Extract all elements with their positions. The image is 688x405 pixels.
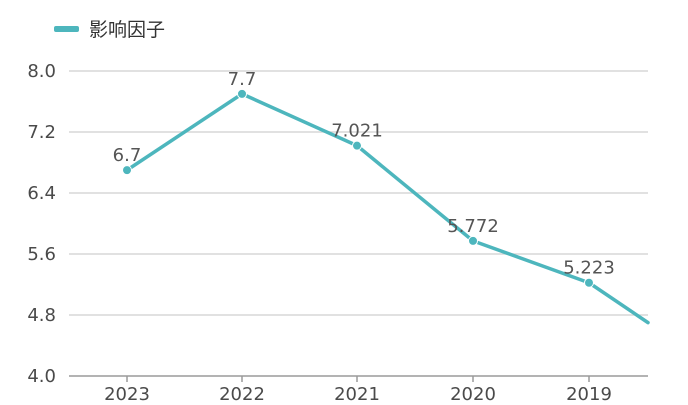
data-point xyxy=(584,277,594,288)
data-point xyxy=(237,88,247,99)
series-line xyxy=(125,92,650,325)
legend-label: 影响因子 xyxy=(89,19,165,41)
axes: 4.0 4.8 5.6 6.4 7.2 8.0 2023 2022 2021 2020 2019 xyxy=(27,61,648,405)
y-tick-label: 4.8 xyxy=(27,305,56,326)
data-label: 6.7 xyxy=(113,145,142,166)
x-tick-label: 2022 xyxy=(219,384,265,405)
data-label: 7.021 xyxy=(331,121,383,142)
x-tick-label: 2020 xyxy=(450,384,496,405)
data-label: 5.772 xyxy=(447,216,499,237)
y-tick-label: 7.2 xyxy=(27,122,56,143)
data-labels: 6.7 7.7 7.021 5.772 5.223 xyxy=(113,69,615,279)
y-tick-label: 4.0 xyxy=(27,366,56,387)
data-label: 7.7 xyxy=(228,69,257,90)
x-tick-label: 2023 xyxy=(104,384,150,405)
data-point xyxy=(468,235,478,246)
data-point xyxy=(122,165,132,176)
y-tick-label: 6.4 xyxy=(27,183,56,204)
legend-swatch xyxy=(54,26,79,32)
x-tick-label: 2021 xyxy=(334,384,380,405)
data-point xyxy=(352,140,362,151)
grid xyxy=(69,70,648,316)
y-tick-label: 5.6 xyxy=(27,244,56,265)
y-tick-label: 8.0 xyxy=(27,61,56,82)
data-label: 5.223 xyxy=(563,258,615,279)
x-tick-label: 2019 xyxy=(566,384,612,405)
series xyxy=(122,88,650,325)
legend: 影响因子 xyxy=(54,19,165,41)
